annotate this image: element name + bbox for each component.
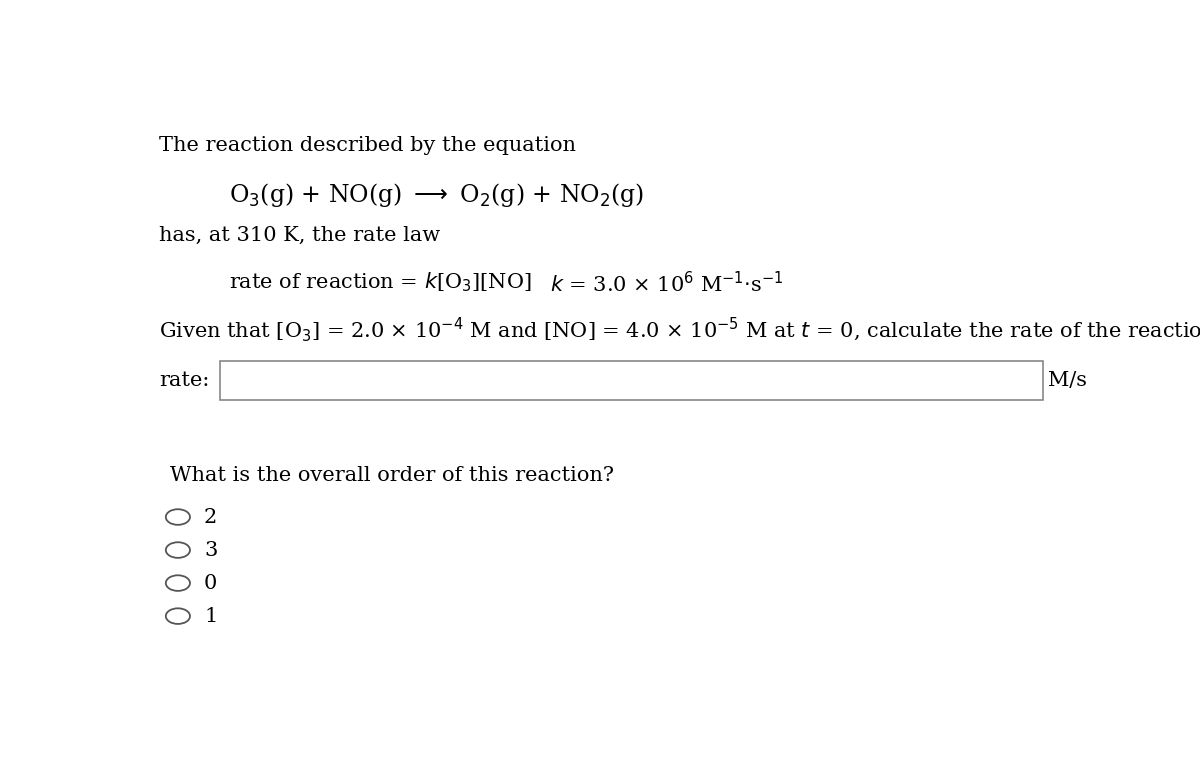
Text: 1: 1: [204, 607, 217, 626]
Text: has, at 310 K, the rate law: has, at 310 K, the rate law: [160, 225, 440, 245]
Text: 0: 0: [204, 573, 217, 593]
Text: Given that [O$_3$] = 2.0 × 10$^{-4}$ M and [NO] = 4.0 × 10$^{-5}$ M at $t$ = 0, : Given that [O$_3$] = 2.0 × 10$^{-4}$ M a…: [160, 316, 1200, 344]
Text: What is the overall order of this reaction?: What is the overall order of this reacti…: [170, 466, 614, 485]
Text: O$_3$(g) + NO(g) $\longrightarrow$ O$_2$(g) + NO$_2$(g): O$_3$(g) + NO(g) $\longrightarrow$ O$_2$…: [229, 181, 644, 209]
Text: 2: 2: [204, 508, 217, 526]
Text: M/s: M/s: [1049, 370, 1087, 390]
Text: rate of reaction = $k$[O$_3$][NO]: rate of reaction = $k$[O$_3$][NO]: [229, 271, 532, 294]
FancyBboxPatch shape: [220, 361, 1043, 400]
Text: 3: 3: [204, 541, 217, 559]
Text: The reaction described by the equation: The reaction described by the equation: [160, 136, 576, 154]
Text: rate:: rate:: [160, 370, 210, 390]
Text: $k$ = 3.0 × 10$^6$ M$^{-1}$$\cdot$s$^{-1}$: $k$ = 3.0 × 10$^6$ M$^{-1}$$\cdot$s$^{-1…: [550, 271, 784, 296]
